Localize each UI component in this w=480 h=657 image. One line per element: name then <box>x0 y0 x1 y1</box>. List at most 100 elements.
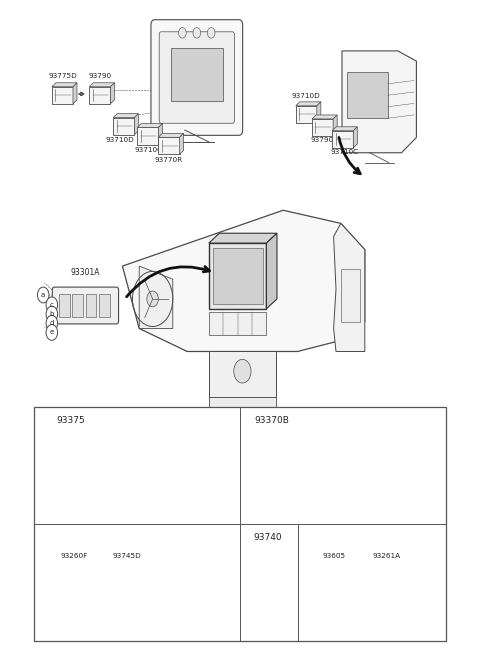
Circle shape <box>179 28 186 38</box>
Polygon shape <box>253 564 289 569</box>
Circle shape <box>147 291 158 307</box>
Polygon shape <box>123 445 146 450</box>
Polygon shape <box>317 102 321 123</box>
Polygon shape <box>285 564 289 595</box>
Text: 93301A: 93301A <box>71 267 100 277</box>
Polygon shape <box>300 442 305 484</box>
Text: d: d <box>49 320 54 327</box>
Polygon shape <box>113 118 134 135</box>
Circle shape <box>207 28 215 38</box>
Bar <box>34 407 446 641</box>
Polygon shape <box>253 569 285 595</box>
Polygon shape <box>353 127 357 148</box>
Bar <box>218 411 266 450</box>
Polygon shape <box>134 114 138 135</box>
Text: d: d <box>245 533 250 541</box>
Text: 93790: 93790 <box>311 137 334 143</box>
Text: 93790: 93790 <box>88 74 111 79</box>
Bar <box>347 72 388 118</box>
Polygon shape <box>158 137 180 154</box>
Polygon shape <box>73 83 77 104</box>
Circle shape <box>46 297 58 313</box>
Polygon shape <box>137 127 158 145</box>
Text: 93605: 93605 <box>322 553 345 558</box>
Text: b: b <box>245 416 250 425</box>
Circle shape <box>46 306 58 322</box>
Text: 93710C: 93710C <box>331 149 359 155</box>
Polygon shape <box>158 133 183 137</box>
Polygon shape <box>116 569 139 595</box>
Circle shape <box>46 325 58 340</box>
Text: b: b <box>49 311 54 317</box>
Bar <box>99 294 110 317</box>
Polygon shape <box>321 569 347 595</box>
Polygon shape <box>122 210 365 351</box>
Polygon shape <box>312 119 333 136</box>
Polygon shape <box>276 447 300 484</box>
Bar <box>86 294 96 317</box>
Text: 93775D: 93775D <box>48 74 77 79</box>
FancyBboxPatch shape <box>151 20 243 135</box>
Text: 93710C: 93710C <box>135 147 163 153</box>
Text: c: c <box>50 302 54 308</box>
Polygon shape <box>209 233 277 243</box>
Polygon shape <box>180 133 183 154</box>
Polygon shape <box>139 564 144 595</box>
Polygon shape <box>158 124 162 145</box>
Circle shape <box>234 359 251 383</box>
Polygon shape <box>334 223 365 351</box>
Polygon shape <box>52 83 77 87</box>
Polygon shape <box>332 131 353 148</box>
Polygon shape <box>398 564 403 595</box>
Text: 93770R: 93770R <box>155 157 183 163</box>
Text: 93710D: 93710D <box>106 137 134 143</box>
Polygon shape <box>342 51 417 153</box>
Circle shape <box>36 412 48 429</box>
Polygon shape <box>89 83 114 87</box>
Polygon shape <box>61 569 88 595</box>
Circle shape <box>193 28 201 38</box>
Bar <box>213 248 263 304</box>
Polygon shape <box>209 351 276 397</box>
Text: 93261A: 93261A <box>372 553 401 558</box>
Polygon shape <box>89 87 110 104</box>
Polygon shape <box>296 106 317 123</box>
Text: 93375: 93375 <box>57 416 85 425</box>
Polygon shape <box>332 127 357 131</box>
Bar <box>209 312 266 335</box>
Text: 93370B: 93370B <box>254 416 289 425</box>
Polygon shape <box>123 450 141 482</box>
Text: 93740: 93740 <box>253 533 282 541</box>
Text: e: e <box>303 533 308 541</box>
Polygon shape <box>209 397 276 457</box>
Bar <box>72 294 83 317</box>
Text: c: c <box>40 533 44 541</box>
Polygon shape <box>141 445 146 482</box>
Polygon shape <box>88 564 92 595</box>
Polygon shape <box>347 564 352 595</box>
Polygon shape <box>333 115 337 136</box>
Polygon shape <box>110 83 114 104</box>
Circle shape <box>241 412 254 429</box>
Text: a: a <box>40 416 45 425</box>
Text: 93260F: 93260F <box>61 553 88 558</box>
Polygon shape <box>296 102 321 106</box>
Circle shape <box>37 287 49 303</box>
Polygon shape <box>61 564 92 569</box>
Text: a: a <box>41 292 45 298</box>
Text: e: e <box>50 329 54 336</box>
Text: 93710D: 93710D <box>292 93 321 99</box>
Bar <box>171 48 223 101</box>
Polygon shape <box>209 243 266 309</box>
Polygon shape <box>312 115 337 119</box>
Polygon shape <box>139 266 173 328</box>
Polygon shape <box>375 569 398 595</box>
FancyBboxPatch shape <box>52 287 119 324</box>
Polygon shape <box>321 564 352 569</box>
Polygon shape <box>266 233 277 309</box>
Polygon shape <box>113 114 138 118</box>
Polygon shape <box>137 124 162 127</box>
Circle shape <box>299 528 312 545</box>
Circle shape <box>36 528 48 545</box>
Polygon shape <box>52 87 73 104</box>
